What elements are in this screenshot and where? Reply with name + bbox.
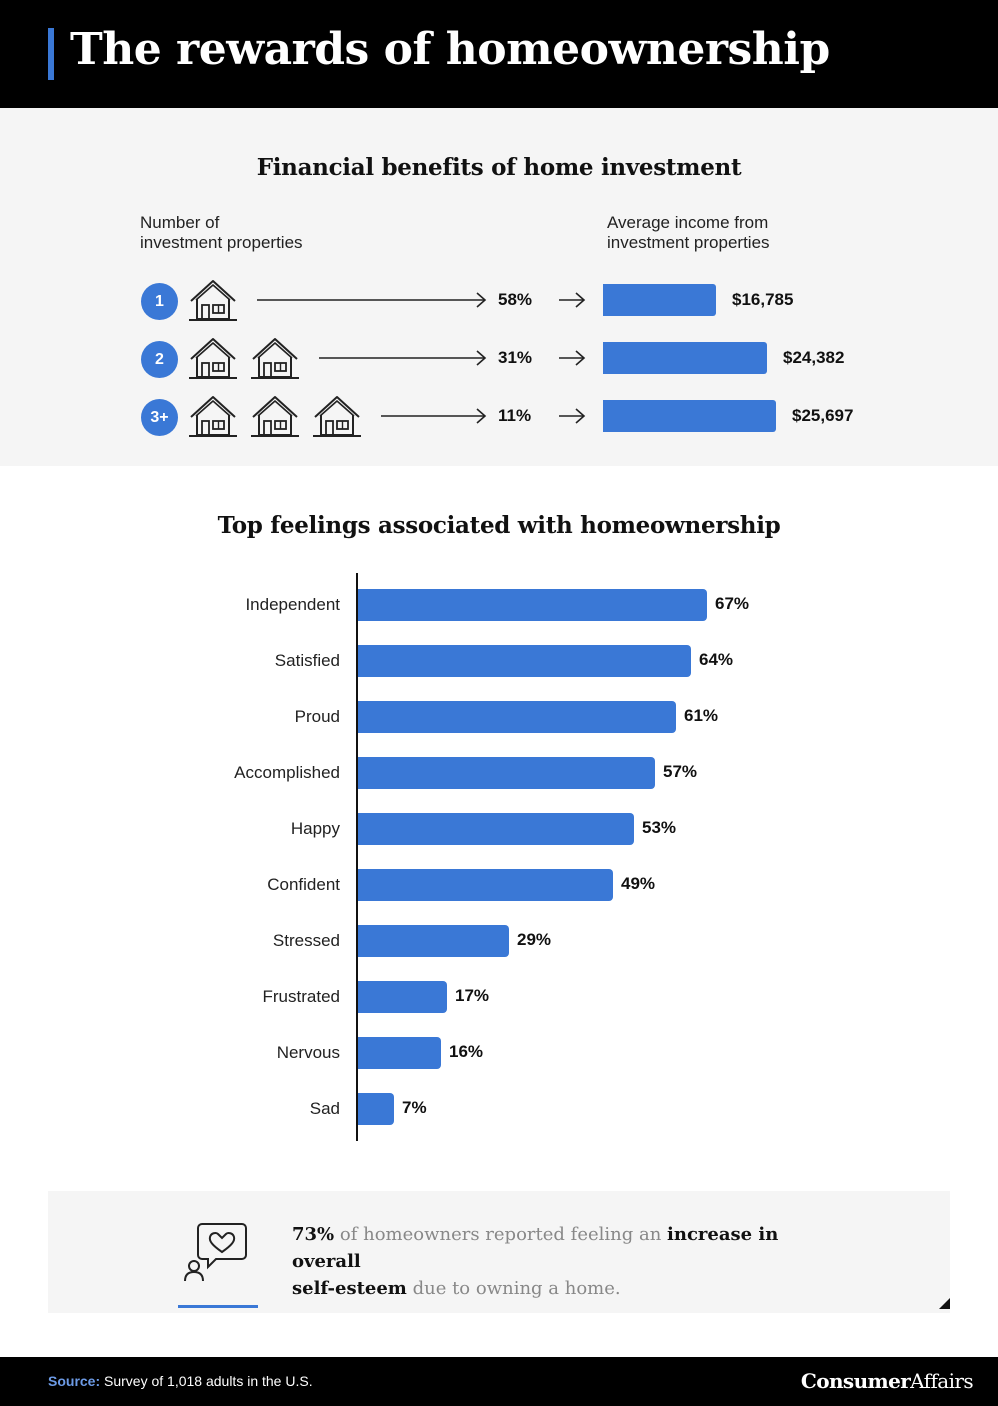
bar-value-label: 29% (517, 930, 552, 949)
callout-text-part-2: due to owning a home. (406, 1278, 621, 1299)
right-header-line-1: Average income from (607, 213, 769, 232)
investment-row: 2 31% $24,382 (0, 336, 998, 386)
source-label: Source: (48, 1373, 101, 1389)
feeling-bar (358, 813, 634, 845)
bar-category-label: Stressed (272, 931, 340, 950)
bar-value-label: 16% (449, 1042, 484, 1061)
long-arrow-icon (257, 292, 487, 308)
bar-value-label: 49% (621, 874, 656, 893)
callout-text-part-1: of homeowners reported feeling an (334, 1224, 668, 1245)
investment-row: 3+ 11% $25,697 (0, 394, 998, 444)
bar-value-label: 7% (402, 1098, 427, 1117)
bar-value-label: 61% (684, 706, 719, 725)
callout-corner-mark (939, 1298, 950, 1309)
title-accent-bar (48, 28, 54, 80)
feeling-bar (358, 757, 655, 789)
bar-category-label: Frustrated (262, 987, 340, 1006)
callout-bold-part-2: self-esteem (292, 1278, 407, 1299)
page-title: The rewards of homeownership (70, 24, 830, 75)
long-arrow-icon (381, 408, 487, 424)
feeling-bar (358, 645, 691, 677)
feeling-bar (358, 589, 707, 621)
bar-value-label: 17% (455, 986, 490, 1005)
arrow-right-icon (559, 408, 586, 424)
income-bar (603, 342, 767, 374)
callout-accent-underline (178, 1305, 258, 1308)
property-count-badge: 3+ (141, 399, 178, 436)
callout-bold-part-1: increase in overall (292, 1224, 779, 1272)
bar-category-label: Confident (267, 875, 340, 894)
income-bar (603, 284, 716, 316)
investment-row: 1 58% $16,785 (0, 278, 998, 328)
bar-value-label: 53% (642, 818, 677, 837)
bar-value-label: 57% (663, 762, 698, 781)
feeling-bar (358, 981, 447, 1013)
right-header-line-2: investment properties (607, 233, 770, 252)
bar-category-label: Independent (245, 595, 340, 614)
arrow-right-icon (559, 292, 586, 308)
feelings-bar-chart: Independent 67% Satisfied 64% Proud 61% Accomp… (0, 570, 998, 1145)
bar-category-label: Happy (290, 819, 340, 838)
source-text: Survey of 1,018 adults in the U.S. (100, 1373, 313, 1389)
feeling-bar (358, 869, 613, 901)
long-arrow-icon (319, 350, 487, 366)
property-count-badge: 2 (141, 341, 178, 378)
bar-category-label: Accomplished (234, 763, 340, 782)
house-icon (313, 396, 361, 437)
left-header-line-2: investment properties (140, 233, 303, 252)
chart-axis-line (356, 573, 358, 1141)
house-icon (251, 338, 299, 379)
property-share-value: 31% (498, 348, 533, 367)
header-bar: The rewards of homeownership (0, 0, 998, 108)
bar-value-label: 64% (699, 650, 734, 669)
feeling-bar (358, 701, 676, 733)
income-value: $25,697 (792, 406, 854, 425)
feeling-bar (358, 1093, 394, 1125)
house-icon (251, 396, 299, 437)
bar-category-label: Nervous (276, 1043, 340, 1062)
person-heart-speech-bubble-icon (184, 1223, 247, 1282)
income-value: $16,785 (732, 290, 794, 309)
callout-stat: 73% (292, 1224, 335, 1245)
investment-right-header: Average income from investment propertie… (607, 213, 770, 253)
callout-text: 73% of homeowners reported feeling an in… (292, 1221, 852, 1302)
arrow-right-icon (559, 350, 586, 366)
investment-section-title: Financial benefits of home investment (256, 154, 742, 181)
house-icon (189, 396, 237, 437)
source-note: Source: Survey of 1,018 adults in the U.… (48, 1373, 313, 1389)
property-share-value: 11% (498, 406, 532, 425)
footer-bar: Source: Survey of 1,018 adults in the U.… (0, 1357, 998, 1406)
bar-category-label: Satisfied (274, 651, 340, 670)
investment-left-header: Number of investment properties (140, 213, 303, 253)
bar-category-label: Sad (309, 1099, 340, 1118)
bar-category-label: Proud (294, 707, 340, 726)
self-esteem-callout: 73% of homeowners reported feeling an in… (48, 1191, 950, 1313)
property-count-badge: 1 (141, 283, 178, 320)
house-icon (189, 338, 237, 379)
bar-value-label: 67% (715, 594, 750, 613)
feeling-bar (358, 925, 509, 957)
feelings-chart-title: Top feelings associated with homeownersh… (217, 512, 781, 539)
property-share-value: 58% (498, 290, 533, 309)
house-icon (189, 280, 237, 321)
consumeraffairs-logo: ConsumerAffairs (800, 1369, 974, 1393)
income-bar (603, 400, 776, 432)
income-value: $24,382 (783, 348, 845, 367)
left-header-line-1: Number of (140, 213, 220, 232)
feeling-bar (358, 1037, 441, 1069)
investment-section: Financial benefits of home investment Nu… (0, 108, 998, 466)
